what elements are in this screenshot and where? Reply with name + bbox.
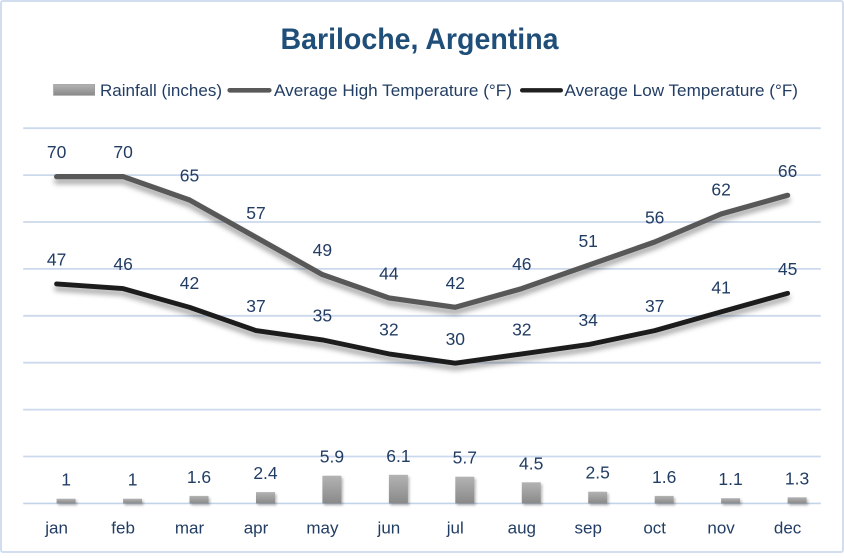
svg-text:37: 37 [246, 296, 265, 316]
svg-text:70: 70 [47, 142, 67, 162]
svg-text:70: 70 [113, 142, 133, 162]
svg-text:41: 41 [711, 277, 730, 297]
svg-text:Rainfall (inches): Rainfall (inches) [100, 81, 222, 100]
svg-text:feb: feb [111, 519, 135, 538]
svg-text:aug: aug [508, 519, 536, 538]
svg-text:jun: jun [377, 519, 401, 538]
svg-text:oct: oct [643, 519, 666, 538]
svg-text:44: 44 [379, 263, 399, 283]
svg-text:45: 45 [778, 259, 797, 279]
svg-text:5.9: 5.9 [320, 447, 344, 467]
svg-text:6.1: 6.1 [386, 446, 410, 466]
svg-text:42: 42 [180, 273, 199, 293]
svg-text:sep: sep [574, 519, 601, 538]
svg-text:49: 49 [313, 240, 332, 260]
svg-text:1.6: 1.6 [187, 467, 211, 487]
svg-text:32: 32 [512, 319, 531, 339]
svg-text:47: 47 [47, 249, 66, 269]
svg-text:51: 51 [578, 231, 597, 251]
svg-text:may: may [306, 519, 339, 538]
svg-text:4.5: 4.5 [519, 453, 543, 473]
svg-text:46: 46 [512, 254, 531, 274]
svg-text:jan: jan [44, 519, 68, 538]
svg-text:2.5: 2.5 [586, 463, 610, 483]
svg-text:66: 66 [778, 161, 797, 181]
svg-text:37: 37 [645, 296, 664, 316]
svg-text:1.3: 1.3 [785, 468, 809, 488]
svg-text:30: 30 [446, 329, 466, 349]
svg-text:65: 65 [180, 166, 199, 186]
svg-text:jul: jul [446, 519, 464, 538]
svg-text:35: 35 [313, 305, 332, 325]
svg-text:62: 62 [711, 180, 730, 200]
svg-text:32: 32 [379, 319, 398, 339]
svg-text:nov: nov [707, 519, 735, 538]
svg-text:1: 1 [61, 470, 71, 490]
svg-text:42: 42 [446, 273, 465, 293]
svg-text:34: 34 [578, 310, 598, 330]
svg-text:46: 46 [113, 254, 132, 274]
svg-text:apr: apr [244, 519, 269, 538]
svg-text:1.6: 1.6 [652, 467, 676, 487]
svg-text:1: 1 [128, 470, 138, 490]
svg-text:5.7: 5.7 [453, 448, 477, 468]
svg-text:56: 56 [645, 208, 664, 228]
svg-text:Average High Temperature (°F): Average High Temperature (°F) [274, 81, 512, 100]
svg-text:2.4: 2.4 [253, 463, 278, 483]
svg-text:1.1: 1.1 [718, 469, 742, 489]
svg-text:57: 57 [246, 203, 265, 223]
svg-text:mar: mar [175, 519, 205, 538]
svg-text:dec: dec [774, 519, 802, 538]
svg-text:Average Low Temperature (°F): Average Low Temperature (°F) [565, 81, 799, 100]
svg-text:Bariloche, Argentina: Bariloche, Argentina [281, 23, 559, 56]
